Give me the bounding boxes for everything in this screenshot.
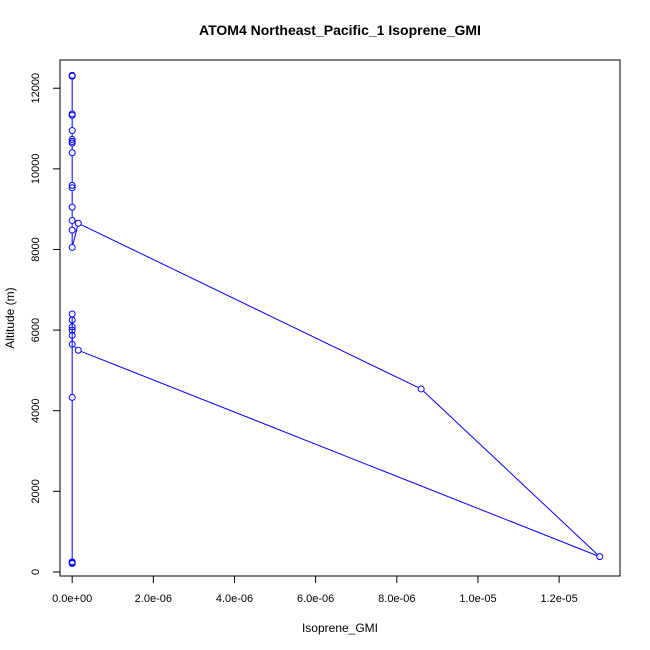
y-tick-label: 4000 bbox=[30, 398, 42, 422]
data-point bbox=[68, 184, 76, 192]
data-point bbox=[68, 243, 76, 251]
x-tick-label: 1.0e-05 bbox=[459, 593, 496, 605]
data-point bbox=[74, 346, 82, 354]
x-tick-label: 2.0e-06 bbox=[135, 593, 172, 605]
series-segment bbox=[423, 390, 598, 555]
chart-title: ATOM4 Northeast_Pacific_1 Isoprene_GMI bbox=[199, 22, 481, 38]
series-segment bbox=[81, 351, 597, 556]
x-tick-label: 4.0e-06 bbox=[216, 593, 253, 605]
data-series bbox=[68, 71, 604, 568]
data-point bbox=[68, 127, 76, 135]
data-point bbox=[68, 135, 76, 143]
data-point bbox=[68, 149, 76, 157]
x-tick-label: 8.0e-06 bbox=[378, 593, 415, 605]
data-point bbox=[68, 139, 76, 147]
data-point bbox=[68, 560, 76, 568]
series-segment bbox=[74, 346, 77, 349]
data-point bbox=[596, 553, 604, 561]
x-tick-label: 0.0e+00 bbox=[52, 593, 92, 605]
data-point bbox=[68, 203, 76, 211]
y-tick-label: 6000 bbox=[30, 318, 42, 342]
x-axis-label: Isoprene_GMI bbox=[302, 621, 378, 635]
y-tick-label: 10000 bbox=[30, 154, 42, 185]
data-point bbox=[68, 340, 76, 348]
y-axis: 0 2000 4000 6000 8000 10000 12000 bbox=[30, 73, 61, 575]
series-segment bbox=[81, 224, 419, 388]
x-axis: 0.0e+00 2.0e-06 4.0e-06 6.0e-06 8.0e-06 1.0e-… bbox=[52, 575, 578, 605]
data-point bbox=[417, 385, 425, 393]
y-tick-label: 12000 bbox=[30, 73, 42, 104]
y-tick-label: 8000 bbox=[30, 237, 42, 261]
data-point bbox=[68, 393, 76, 401]
data-point bbox=[68, 226, 76, 234]
data-point bbox=[74, 219, 82, 227]
data-point bbox=[68, 326, 76, 334]
y-tick-label: 2000 bbox=[30, 479, 42, 503]
data-point bbox=[68, 216, 76, 224]
data-point bbox=[68, 310, 76, 318]
plot-frame bbox=[59, 59, 621, 577]
series-segment bbox=[72, 226, 78, 245]
data-point bbox=[68, 323, 76, 331]
y-tick-label: 0 bbox=[30, 569, 42, 575]
y-axis-label: Altitude (m) bbox=[3, 287, 17, 348]
data-point bbox=[68, 111, 76, 119]
data-point bbox=[68, 181, 76, 189]
x-tick-label: 1.2e-05 bbox=[540, 593, 577, 605]
data-point bbox=[68, 331, 76, 339]
x-tick-label: 6.0e-06 bbox=[297, 593, 334, 605]
data-point bbox=[68, 72, 76, 80]
